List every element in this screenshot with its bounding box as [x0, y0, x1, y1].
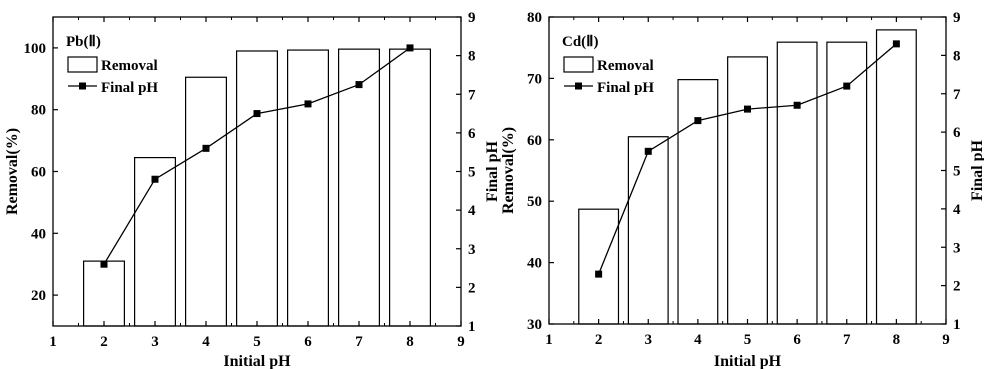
- final-ph-point: [202, 144, 210, 152]
- y2-tick-label: 6: [468, 126, 476, 142]
- final-ph-point: [892, 40, 900, 48]
- x-axis-title: Initial pH: [714, 353, 782, 369]
- removal-bar: [389, 48, 432, 327]
- final-ph-point: [406, 44, 414, 52]
- legend-removal-label: Removal: [597, 58, 654, 74]
- x-tick-label: 3: [151, 334, 159, 350]
- x-tick-label: 7: [843, 332, 851, 348]
- final-ph-point: [694, 117, 702, 125]
- y-tick-label: 60: [527, 133, 542, 149]
- x-tick-label: 4: [202, 334, 210, 350]
- final-ph-point: [151, 175, 159, 183]
- chart-panel-2: 1 2 3 4 5 6 7 8 9 30 40 50 60 70 80 1 2 3 4 5 6 7 8 9 Initial pH…: [500, 10, 984, 369]
- removal-bar: [236, 50, 279, 327]
- legend: Removal Final pH: [67, 56, 158, 96]
- x-tick-label: 5: [744, 332, 752, 348]
- x-tick-label: 3: [645, 332, 653, 348]
- removal-bar: [338, 48, 381, 327]
- legend-finalph-label: Final pH: [101, 80, 158, 96]
- y2-tick-label: 3: [953, 240, 961, 256]
- y-tick-label: 100: [24, 41, 47, 57]
- y-tick-label: 40: [527, 256, 542, 272]
- y2-tick-label: 3: [468, 242, 476, 258]
- legend: Removal Final pH: [563, 56, 654, 96]
- final-ph-point: [595, 270, 603, 278]
- x-tick-label: 2: [100, 334, 108, 350]
- y2-tick-label: 1: [953, 317, 961, 333]
- final-ph-point: [253, 110, 261, 118]
- final-ph-point: [304, 100, 312, 108]
- removal-bar: [134, 156, 177, 327]
- removal-bar: [287, 49, 330, 327]
- removal-bar: [727, 56, 768, 325]
- x-tick-label: 1: [545, 332, 553, 348]
- x-tick-label: 2: [595, 332, 603, 348]
- final-ph-point: [843, 82, 851, 90]
- x-axis-title: Initial pH: [223, 353, 291, 369]
- y2-tick-label: 5: [953, 164, 961, 180]
- y2-tick-label: 6: [953, 125, 961, 141]
- y2-tick-label: 9: [953, 10, 961, 26]
- y-tick-label: 50: [527, 194, 542, 210]
- y2-tick-label: 8: [468, 49, 476, 65]
- x-tick-label: 4: [694, 332, 702, 348]
- y-tick-label: 80: [31, 103, 46, 119]
- y2-axis-title: Final pH: [484, 140, 501, 201]
- x-tick-label: 1: [49, 334, 57, 350]
- legend-removal-swatch: [563, 56, 594, 73]
- removal-bar: [627, 136, 669, 325]
- removal-bar: [185, 76, 228, 327]
- y-tick-label: 70: [527, 71, 542, 87]
- y-tick-label: 30: [527, 317, 542, 333]
- y2-tick-label: 4: [468, 203, 476, 219]
- final-ph-point: [355, 81, 363, 89]
- x-tick-label: 9: [457, 334, 465, 350]
- x-tick-label: 5: [253, 334, 261, 350]
- y-tick-label: 80: [527, 10, 542, 26]
- y2-tick-label: 5: [468, 165, 476, 181]
- y2-tick-label: 1: [468, 319, 476, 335]
- x-tick-label: 8: [893, 332, 901, 348]
- panel-title: Cd(Ⅱ): [562, 34, 599, 50]
- chart-panel-1: 1 2 3 4 5 6 7 8 9 20 40 60 80 100 1 2 3 4 5 6 7 8 9 Initial pH R…: [4, 10, 501, 369]
- x-tick-label: 7: [355, 334, 363, 350]
- y2-tick-label: 9: [468, 10, 476, 26]
- y-tick-label: 40: [31, 226, 46, 242]
- y2-axis-title: Final pH: [969, 139, 984, 200]
- final-ph-point: [100, 260, 108, 268]
- y-axis-title: Removal(%): [500, 127, 517, 214]
- final-ph-point: [744, 105, 751, 113]
- final-ph-point: [644, 147, 652, 155]
- x-tick-label: 8: [406, 334, 414, 350]
- y-tick-label: 20: [31, 288, 46, 304]
- legend-finalph-label: Final pH: [597, 80, 654, 96]
- removal-bar: [578, 208, 620, 325]
- final-ph-point: [793, 101, 801, 109]
- removal-bar: [875, 29, 917, 325]
- y2-tick-label: 7: [468, 87, 476, 103]
- x-tick-label: 6: [304, 334, 312, 350]
- y2-tick-label: 2: [468, 280, 476, 296]
- y2-tick-label: 7: [953, 87, 961, 103]
- removal-bar: [82, 260, 125, 327]
- y2-tick-label: 8: [953, 48, 961, 64]
- removal-bar: [677, 79, 719, 325]
- legend-removal-label: Removal: [101, 58, 158, 74]
- panel-title: Pb(Ⅱ): [66, 34, 101, 50]
- removal-bar: [776, 41, 818, 325]
- y-tick-label: 60: [31, 165, 46, 181]
- y2-tick-label: 4: [953, 202, 961, 218]
- legend-removal-swatch: [67, 56, 98, 73]
- x-tick-label: 9: [942, 332, 950, 348]
- y-axis-title: Removal(%): [4, 128, 21, 215]
- y2-tick-label: 2: [953, 279, 961, 295]
- x-tick-label: 6: [793, 332, 801, 348]
- legend-finalph-marker: [575, 82, 582, 90]
- legend-finalph-marker: [79, 82, 86, 90]
